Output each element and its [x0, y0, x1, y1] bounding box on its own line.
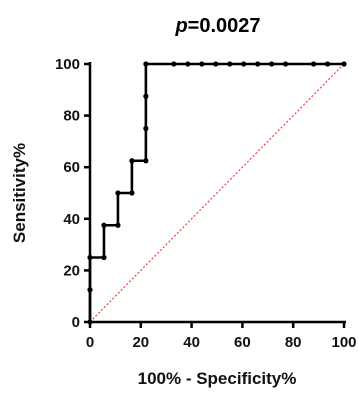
roc-point — [143, 93, 149, 99]
x-tick-label: 0 — [86, 334, 94, 351]
roc-point — [199, 61, 205, 67]
x-tick-label: 40 — [183, 334, 200, 351]
reference-diagonal-line — [89, 63, 345, 323]
x-tick-label: 100 — [331, 334, 356, 351]
roc-point — [255, 61, 261, 67]
chart-title-p: p — [174, 15, 187, 37]
roc-point — [115, 222, 121, 228]
y-tick-label: 100 — [55, 56, 80, 73]
roc-point — [282, 61, 289, 67]
roc-point — [310, 61, 317, 67]
x-tick-label: 20 — [132, 334, 149, 351]
roc-point — [213, 61, 219, 67]
y-tick-label: 80 — [63, 108, 80, 125]
y-axis-label: Sensitivity% — [10, 143, 29, 243]
roc-point — [143, 61, 149, 67]
y-tick-label: 20 — [63, 262, 80, 279]
roc-point — [324, 61, 331, 67]
y-tick-label: 0 — [72, 314, 80, 331]
roc-point — [115, 190, 121, 196]
roc-point — [171, 61, 177, 67]
roc-point — [185, 61, 191, 67]
roc-point — [87, 254, 93, 261]
roc-point — [269, 61, 275, 67]
roc-point — [101, 222, 107, 228]
roc-point — [87, 287, 93, 293]
x-tick-label: 60 — [234, 334, 251, 351]
x-axis-label: 100% - Specificity% — [138, 369, 297, 388]
x-tick-label: 80 — [285, 334, 302, 351]
roc-point — [129, 190, 135, 196]
roc-point — [341, 61, 347, 67]
plot-area: 0 20 40 60 80 100 0 20 40 60 80 100 — [55, 56, 357, 351]
roc-point — [241, 61, 247, 67]
y-tick-label: 60 — [63, 159, 80, 176]
y-tick-label: 40 — [63, 211, 80, 228]
chart-title-value: =0.0027 — [188, 15, 261, 37]
roc-point — [143, 158, 149, 164]
roc-point — [129, 158, 135, 164]
roc-point — [227, 61, 233, 67]
roc-point — [101, 254, 107, 261]
chart-title: p=0.0027 — [174, 15, 260, 37]
roc-point — [143, 125, 149, 132]
roc-point — [87, 319, 93, 325]
